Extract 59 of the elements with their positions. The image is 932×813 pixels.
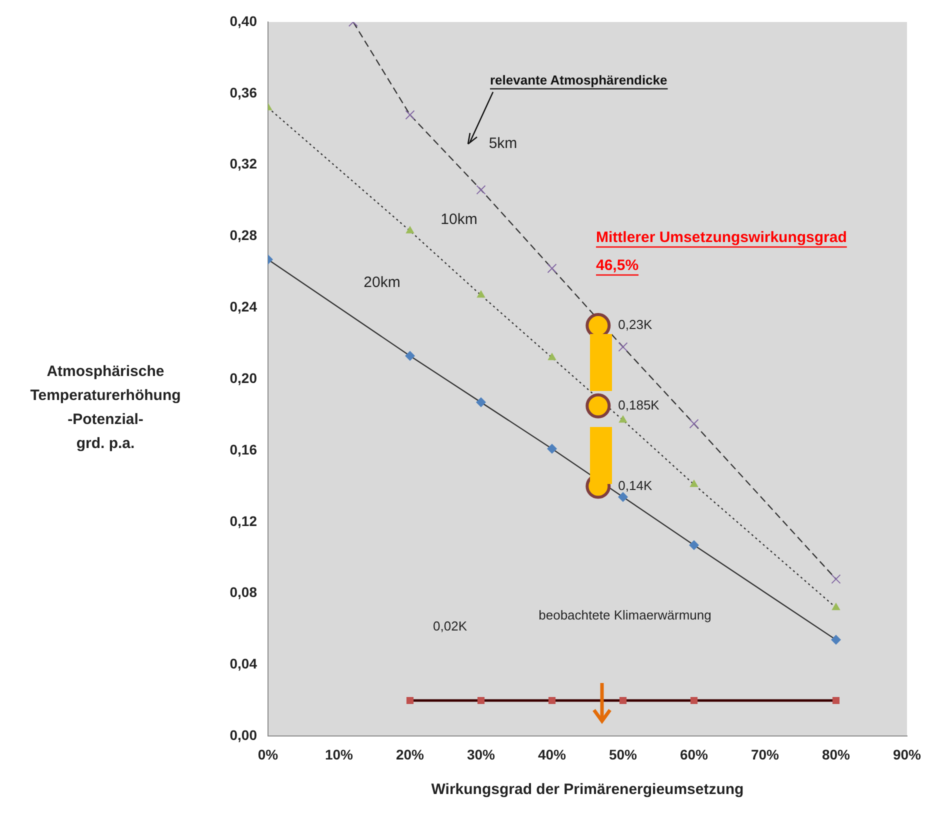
annotation: 46,5% bbox=[596, 257, 639, 274]
point bbox=[830, 634, 841, 645]
point bbox=[547, 264, 557, 274]
y-tick-label: 0,28 bbox=[230, 227, 258, 244]
x-tick-label: 20% bbox=[396, 746, 425, 762]
point bbox=[546, 444, 557, 454]
annotation: 10km bbox=[440, 211, 478, 228]
x-tick-label: 30% bbox=[466, 746, 496, 762]
point bbox=[689, 418, 699, 428]
y-tick-label: 0,08 bbox=[230, 584, 258, 600]
point bbox=[406, 696, 414, 704]
point bbox=[832, 602, 840, 610]
x-tick-label: 40% bbox=[538, 746, 567, 762]
annotation: 0,02K bbox=[433, 618, 468, 634]
x-tick-label: 70% bbox=[750, 746, 780, 762]
point bbox=[406, 226, 414, 234]
point bbox=[476, 397, 486, 408]
x-tick-label: 10% bbox=[324, 746, 354, 762]
point bbox=[618, 415, 628, 423]
point bbox=[690, 479, 698, 487]
point bbox=[548, 696, 556, 704]
y-tick-label: 0,20 bbox=[230, 370, 258, 386]
point bbox=[831, 574, 841, 584]
point bbox=[405, 350, 415, 361]
annotation: 5km bbox=[488, 135, 518, 152]
point bbox=[619, 696, 627, 704]
data-label: 0,14K bbox=[618, 478, 652, 493]
point bbox=[688, 540, 699, 550]
x-tick-label: 60% bbox=[680, 746, 709, 762]
y-tick-label: 0,16 bbox=[230, 441, 258, 458]
annotation: relevante Atmosphärendicke bbox=[490, 72, 668, 88]
annotation: Mittlerer Umsetzungswirkungsgrad bbox=[596, 229, 847, 246]
point bbox=[690, 696, 698, 704]
annotation: 20km bbox=[364, 274, 400, 292]
y-tick-label: 0,24 bbox=[230, 298, 258, 315]
point bbox=[548, 352, 556, 360]
y-tick-label: 0,32 bbox=[230, 156, 258, 172]
y-axis-title: Atmosphärische Temperaturerhöhung -Potenzial- grd. p.a. bbox=[29, 362, 182, 454]
point bbox=[476, 290, 486, 298]
x-tick-label: 0% bbox=[258, 746, 279, 762]
data-label: 0,185K bbox=[618, 397, 660, 412]
annotation: beobachtete Klimaerwärmung bbox=[538, 608, 712, 623]
x-tick-label: 50% bbox=[608, 746, 638, 762]
y-tick-label: 0,00 bbox=[230, 727, 258, 744]
y-tick-label: 0,04 bbox=[230, 656, 258, 672]
y-tick-label: 0,36 bbox=[230, 84, 258, 100]
point bbox=[586, 393, 611, 418]
x-tick-label: 90% bbox=[892, 746, 922, 762]
y-tick-label: 0,12 bbox=[230, 512, 258, 529]
point bbox=[476, 185, 486, 195]
y-tick-label: 0,40 bbox=[230, 12, 258, 29]
data-label: 0,23K bbox=[618, 317, 652, 332]
x-tick-label: 80% bbox=[822, 746, 851, 762]
point bbox=[832, 696, 840, 704]
x-axis-title: Wirkungsgrad der Primärenergieumsetzung bbox=[431, 781, 744, 798]
point bbox=[618, 492, 628, 502]
point bbox=[477, 696, 485, 704]
point bbox=[405, 110, 415, 120]
point bbox=[618, 342, 628, 352]
